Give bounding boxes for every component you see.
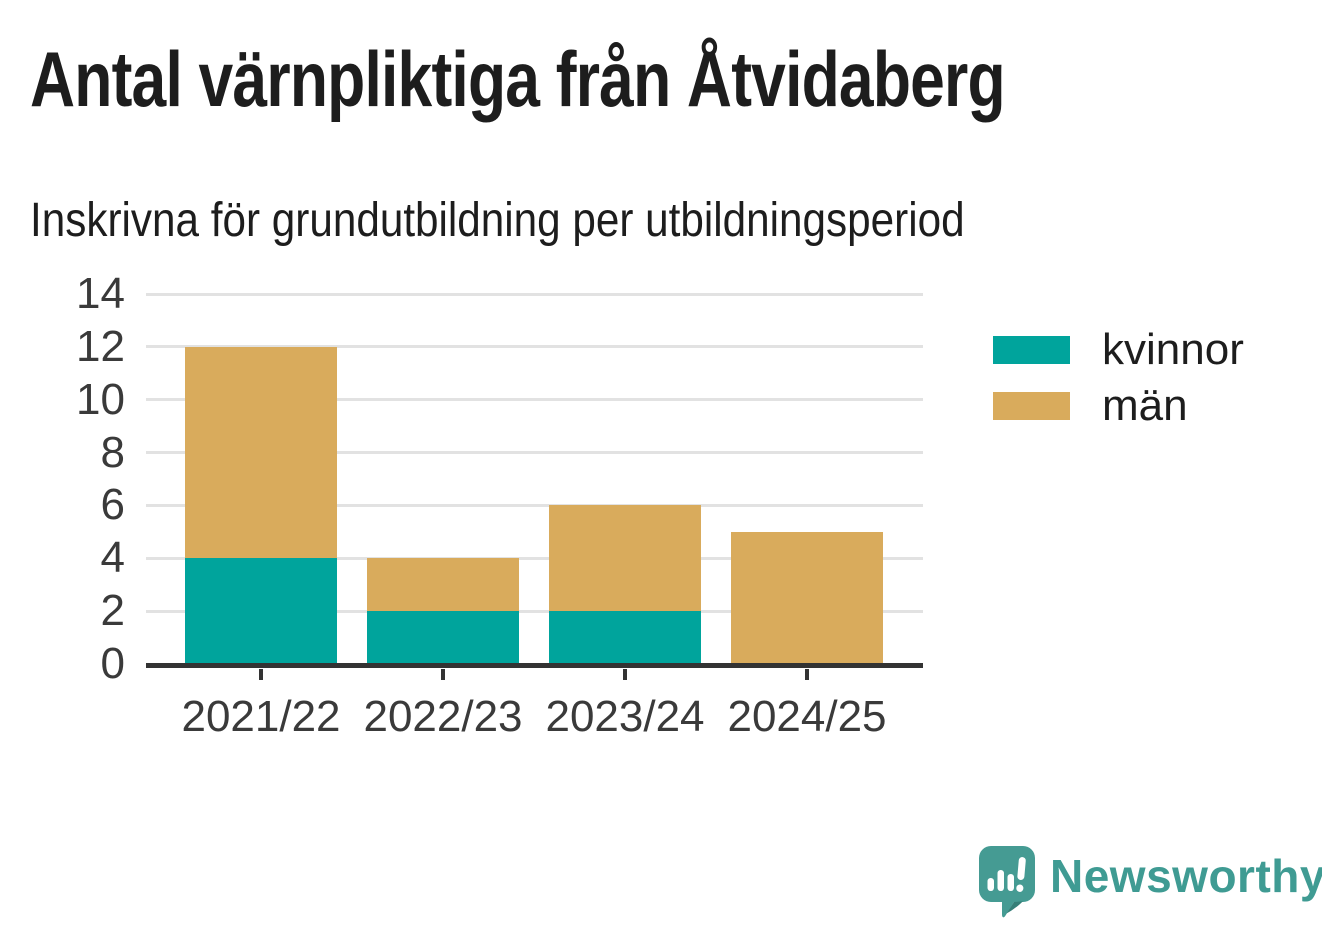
- bar-segment-män: [185, 346, 337, 559]
- chart-legend: kvinnor män: [993, 324, 1244, 436]
- x-axis-tick-label: 2023/24: [545, 692, 705, 741]
- y-gridline: [146, 398, 923, 402]
- y-axis-tick-label: 4: [100, 533, 125, 583]
- x-axis-tick-label: 2024/25: [727, 692, 887, 741]
- bar-segment-män: [731, 531, 883, 664]
- x-axis-tick: [441, 669, 445, 680]
- x-axis-baseline: [146, 663, 923, 668]
- bar-segment-män: [549, 505, 701, 612]
- x-axis-tick: [623, 669, 627, 680]
- x-axis-tick: [259, 669, 263, 680]
- y-axis-tick-label: 12: [76, 321, 125, 371]
- y-axis-tick-label: 2: [100, 586, 125, 636]
- x-axis-tick-label: 2022/23: [363, 692, 523, 741]
- legend-swatch-män: [993, 392, 1070, 420]
- y-gridline: [146, 609, 923, 613]
- x-axis-tick: [805, 669, 809, 680]
- bar-segment-kvinnor: [367, 611, 519, 664]
- y-gridline: [146, 503, 923, 507]
- y-axis-tick-label: 6: [100, 480, 125, 530]
- legend-item-män: män: [993, 380, 1244, 432]
- legend-swatch-kvinnor: [993, 336, 1070, 364]
- x-axis-tick-label: 2021/22: [181, 692, 341, 741]
- legend-item-kvinnor: kvinnor: [993, 324, 1244, 376]
- legend-label: kvinnor: [1102, 325, 1244, 374]
- y-gridline: [146, 292, 923, 296]
- brand-name: Newsworthy: [1050, 850, 1322, 902]
- newsworthy-logo-icon: [979, 846, 1035, 918]
- page-title: Antal värnpliktiga från Åtvidaberg: [30, 35, 1006, 123]
- y-axis-tick-label: 10: [76, 374, 125, 424]
- bar-segment-män: [367, 558, 519, 612]
- y-gridline: [146, 556, 923, 560]
- y-gridline: [146, 451, 923, 455]
- bar-segment-kvinnor: [549, 611, 701, 664]
- page-subtitle: Inskrivna för grundutbildning per utbild…: [30, 194, 965, 247]
- y-axis-tick-label: 8: [100, 427, 125, 477]
- brand-footer: Newsworthy: [978, 845, 1322, 923]
- y-gridline: [146, 345, 923, 349]
- legend-label: män: [1102, 381, 1188, 430]
- y-axis-tick-label: 0: [100, 639, 125, 688]
- y-axis-tick-label: 14: [76, 269, 125, 318]
- bar-segment-kvinnor: [185, 558, 337, 664]
